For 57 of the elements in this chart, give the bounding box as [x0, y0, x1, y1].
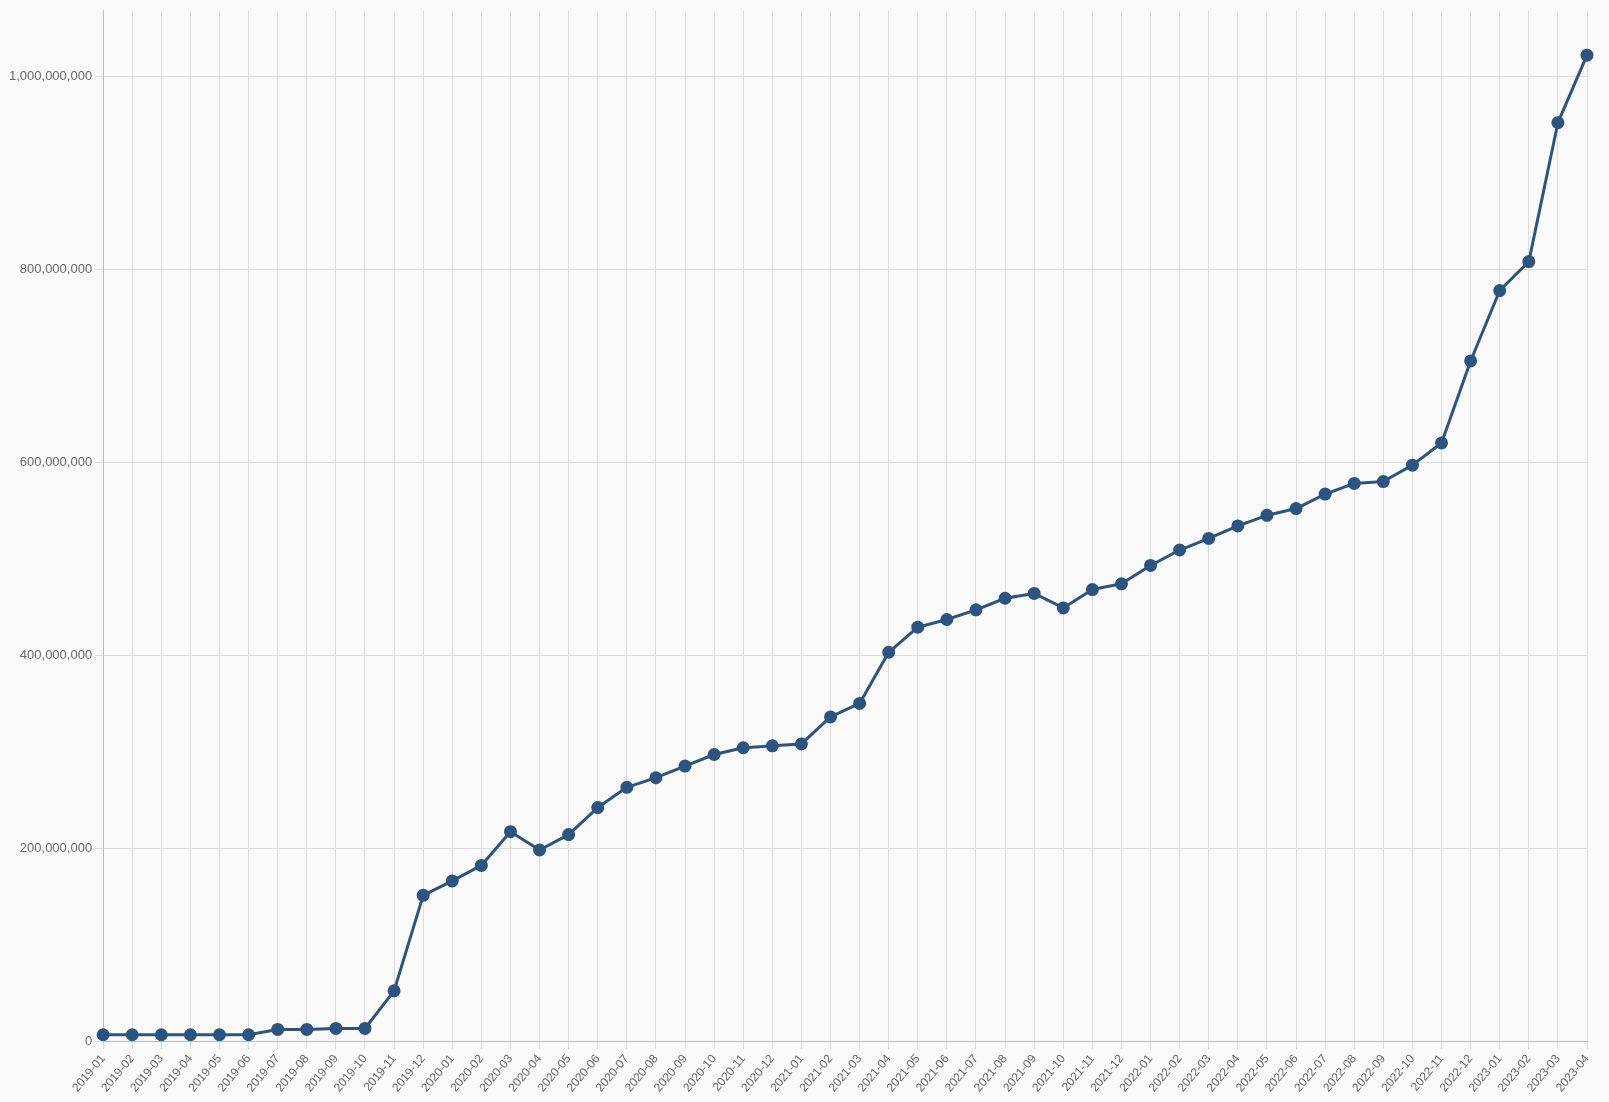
- point: [358, 1021, 372, 1035]
- y-tick-label: 400,000,000: [19, 646, 93, 662]
- point: [1493, 284, 1507, 298]
- point: [329, 1021, 343, 1035]
- y-tick-label: 1,000,000,000: [8, 67, 93, 83]
- point: [416, 888, 430, 902]
- point: [474, 858, 488, 872]
- point: [154, 1028, 168, 1042]
- point: [1522, 255, 1536, 269]
- point: [765, 739, 779, 753]
- point: [445, 874, 459, 888]
- point: [1027, 586, 1041, 600]
- point: [1405, 458, 1419, 472]
- point: [1231, 519, 1245, 533]
- point: [300, 1022, 314, 1036]
- point: [183, 1028, 197, 1042]
- point: [1376, 475, 1390, 489]
- y-tick-label: 200,000,000: [19, 839, 93, 855]
- point: [242, 1028, 256, 1042]
- y-tick-label: 0: [84, 1032, 93, 1048]
- point: [591, 801, 605, 815]
- point: [1435, 436, 1449, 450]
- point: [794, 737, 808, 751]
- point: [1580, 48, 1594, 62]
- point: [620, 780, 634, 794]
- point: [387, 984, 401, 998]
- point: [882, 645, 896, 659]
- point: [1260, 508, 1274, 522]
- point: [824, 710, 838, 724]
- point: [707, 748, 721, 762]
- point: [649, 771, 663, 785]
- point: [562, 828, 576, 842]
- point: [678, 759, 692, 773]
- point: [1144, 558, 1158, 572]
- point: [213, 1028, 227, 1042]
- point: [271, 1022, 285, 1036]
- point: [853, 696, 867, 710]
- point: [969, 603, 983, 617]
- point: [1202, 531, 1216, 545]
- y-tick-label: 600,000,000: [19, 453, 93, 469]
- point: [1173, 543, 1187, 557]
- point: [1114, 577, 1128, 591]
- point: [533, 843, 547, 857]
- point: [736, 741, 750, 755]
- point: [1318, 487, 1332, 501]
- point: [998, 591, 1012, 605]
- point: [1289, 502, 1303, 516]
- y-tick-label: 800,000,000: [19, 260, 93, 276]
- point: [1056, 601, 1070, 615]
- point: [911, 620, 925, 634]
- point: [503, 825, 517, 839]
- point: [125, 1028, 139, 1042]
- point: [1551, 116, 1565, 130]
- point: [1347, 476, 1361, 490]
- point: [1464, 354, 1478, 368]
- point: [1085, 583, 1099, 597]
- point: [940, 612, 954, 626]
